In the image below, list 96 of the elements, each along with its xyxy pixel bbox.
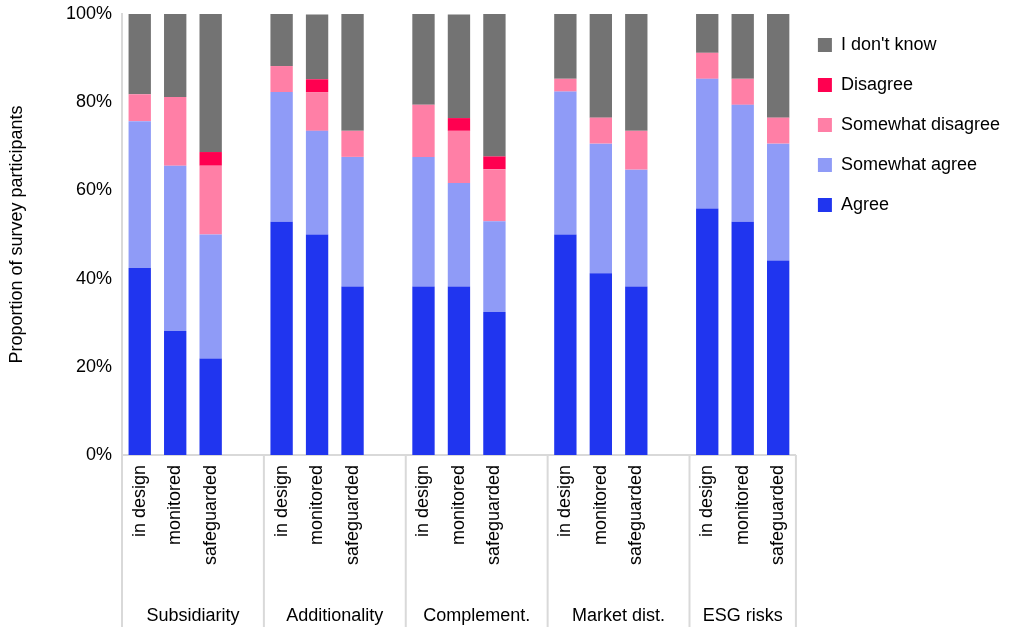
- bar: [554, 78, 577, 92]
- y-tick-label: 60%: [75, 179, 112, 200]
- y-tick-label: 100%: [65, 2, 112, 23]
- bar: [305, 92, 329, 131]
- bar: [447, 118, 471, 131]
- bar: [412, 14, 435, 105]
- y-tick-label: 0%: [85, 443, 112, 464]
- legend-label: Agree: [840, 193, 889, 214]
- bar: [199, 358, 222, 455]
- bar: [128, 121, 151, 269]
- bar: [447, 14, 471, 119]
- legend-label: Somewhat disagree: [840, 113, 1000, 134]
- bar: [270, 66, 293, 93]
- bar: [625, 286, 648, 455]
- bar: [589, 143, 612, 274]
- bar: [128, 14, 151, 95]
- bar: [447, 182, 471, 287]
- bar: [447, 130, 471, 183]
- bar: [554, 234, 577, 455]
- bar: [305, 79, 329, 93]
- x-tick-label: monitored: [306, 465, 327, 546]
- bar: [483, 169, 506, 222]
- y-tick-label: 20%: [75, 355, 112, 376]
- x-tick-label: safeguarded: [483, 465, 504, 566]
- text: Subsidiarity: [146, 605, 240, 625]
- text: Additionality: [286, 605, 384, 625]
- bar: [270, 14, 293, 67]
- bar: [199, 14, 222, 153]
- bar: [341, 156, 364, 287]
- bar: [305, 14, 329, 80]
- bar: [589, 273, 612, 455]
- bar: [731, 14, 754, 79]
- legend-label: Somewhat agree: [840, 153, 977, 174]
- y-tick-label: 80%: [75, 91, 112, 112]
- bar: [696, 14, 719, 53]
- bar: [164, 331, 187, 455]
- bar: [164, 96, 187, 166]
- bar: [270, 221, 293, 455]
- legend-label: Disagree: [840, 73, 913, 94]
- y-axis-title: Proportion of survey participants: [5, 105, 26, 364]
- x-tick-label: monitored: [164, 465, 185, 546]
- x-tick-label: monitored: [447, 465, 468, 546]
- bar: [164, 165, 187, 332]
- bar: [128, 94, 151, 122]
- text: Market dist.: [572, 605, 666, 625]
- x-tick-label: in design: [696, 465, 717, 538]
- bar: [199, 234, 222, 359]
- bar: [731, 78, 754, 105]
- bar: [696, 52, 719, 79]
- bar: [341, 286, 364, 455]
- x-tick-label: monitored: [731, 465, 752, 546]
- legend-label: I don't know: [840, 33, 938, 54]
- bar: [128, 268, 151, 455]
- bar: [305, 130, 329, 235]
- bar: [589, 117, 612, 144]
- x-tick-label: in design: [554, 465, 575, 538]
- text: Complement.: [423, 605, 531, 625]
- bar: [483, 312, 506, 455]
- bar: [554, 91, 577, 235]
- bar: [341, 130, 364, 157]
- bar: [696, 208, 719, 455]
- bar: [412, 104, 435, 157]
- x-tick-label: safeguarded: [341, 465, 362, 566]
- bar: [199, 165, 222, 235]
- bar: [483, 221, 506, 313]
- bar: [483, 156, 506, 170]
- x-tick-label: in design: [412, 465, 433, 538]
- bar: [767, 117, 790, 144]
- x-tick-label: safeguarded: [199, 465, 220, 566]
- y-tick-label: 40%: [75, 267, 112, 288]
- bar: [731, 221, 754, 455]
- bar: [341, 14, 364, 131]
- bar: [696, 78, 719, 209]
- bar: [731, 104, 754, 222]
- bar: [589, 14, 612, 118]
- x-tick-label: monitored: [589, 465, 610, 546]
- bar: [199, 152, 222, 166]
- bar: [767, 260, 790, 455]
- bar: [625, 14, 648, 131]
- bar: [625, 130, 648, 170]
- bar: [767, 14, 790, 118]
- bar: [625, 169, 648, 287]
- x-tick-label: in design: [270, 465, 291, 538]
- text: ESG risks: [702, 605, 783, 625]
- bar: [412, 156, 435, 287]
- bar: [164, 14, 187, 97]
- bar: [412, 286, 435, 455]
- bar: [447, 286, 471, 455]
- x-tick-label: safeguarded: [767, 465, 788, 566]
- bar: [767, 143, 790, 261]
- bar: [270, 92, 293, 222]
- x-tick-label: in design: [128, 465, 149, 538]
- bar: [305, 234, 329, 455]
- bar: [554, 14, 577, 79]
- x-tick-label: safeguarded: [625, 465, 646, 566]
- bar: [483, 14, 506, 157]
